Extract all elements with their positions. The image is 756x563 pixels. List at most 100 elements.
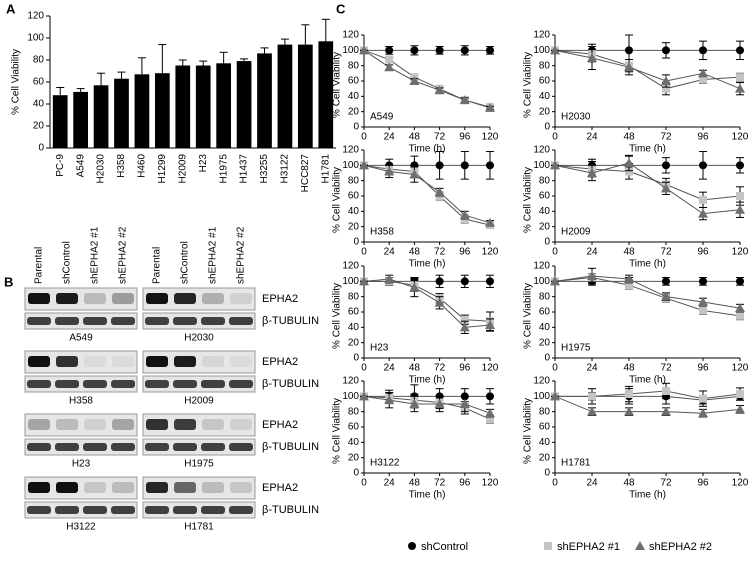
bar [52,95,68,148]
marker [624,406,634,416]
band [55,506,79,514]
band [112,482,134,493]
marker [587,406,597,416]
y-tick-label: 60 [348,76,360,87]
band [83,317,107,325]
marker [435,161,444,170]
blot-background [24,312,138,330]
band [28,419,50,430]
bar [73,91,88,148]
band [145,506,169,514]
marker [625,281,633,290]
marker [699,394,707,403]
marker [384,395,395,405]
band [27,317,51,325]
y-tick-label: 40 [539,322,551,333]
x-tick-label: 96 [697,363,709,374]
bar [236,61,252,148]
y-tick-label: 20 [348,452,360,463]
marker [409,169,420,179]
marker [661,291,671,301]
band [111,380,135,388]
y-tick-label: 80 [348,406,360,417]
marker [625,46,633,55]
marker [460,277,469,286]
x-tick-label: 120 [482,478,499,489]
y-tick-label: 0 [353,122,359,133]
series-line [554,164,741,201]
marker [699,161,707,170]
marker [699,46,707,55]
x-tick-label: 72 [660,478,672,489]
bar [318,41,334,148]
marker [385,46,394,55]
bar [257,53,272,148]
y-axis-label: % Cell Viability [523,167,534,233]
marker [459,95,470,105]
x-tick-label: 120 [482,363,499,374]
protein-label: EPHA2 [262,293,298,305]
marker [736,311,744,320]
marker [662,277,670,286]
x-tick-label: 120 [732,247,749,258]
series-line [363,395,491,414]
marker [434,399,445,408]
legend-marker [635,541,645,550]
band [230,482,252,493]
band [83,506,107,514]
y-tick-label: 0 [544,237,550,248]
series-line [554,395,741,414]
x-tick-label: 24 [586,247,598,258]
band [28,293,50,304]
x-tick-label: 96 [459,478,471,489]
x-axis-label: Time (h) [409,375,446,386]
cell-line-label: H2030 [561,112,591,123]
band [83,443,107,451]
cell-line-label: H23 [72,459,91,470]
band [84,419,106,430]
marker [662,386,670,395]
y-tick-label: 100 [342,276,359,287]
marker [409,399,420,408]
band [111,443,135,451]
x-tick-label: H1299 [157,154,168,184]
marker [736,73,744,82]
band [146,419,168,430]
band [145,380,169,388]
y-tick-label: 20 [348,337,360,348]
band [174,293,196,304]
x-tick-label: 48 [409,478,421,489]
y-tick-label: 120 [27,11,44,22]
y-tick-label: 100 [533,45,550,56]
marker [661,183,671,193]
marker [485,320,495,330]
cell-line-label: A549 [370,112,394,123]
marker [359,160,369,170]
series-line [554,49,741,90]
marker [485,217,495,227]
x-tick-label: 96 [697,247,709,258]
x-tick-label: H1781 [320,154,331,184]
y-tick-label: 0 [353,353,359,364]
marker [486,277,494,286]
x-tick-label: 72 [434,132,446,143]
legend-marker [544,542,552,550]
blot-background [24,501,138,519]
marker [698,297,708,307]
series-line [555,390,741,400]
x-tick-label: 96 [697,132,709,143]
y-axis-label: % Cell Viability [523,52,534,118]
y-tick-label: 40 [539,91,551,102]
marker [435,277,444,286]
series-line [363,49,491,108]
marker [359,391,369,401]
x-tick-label: 72 [434,478,446,489]
y-axis-label: % Cell Viability [523,398,534,464]
x-tick-label: 24 [384,363,396,374]
bar [298,44,313,148]
blot-background [142,501,256,519]
marker [460,315,469,324]
y-tick-label: 40 [33,99,45,110]
series-line [363,395,491,420]
legend-label: shEPHA2 #2 [649,541,712,553]
